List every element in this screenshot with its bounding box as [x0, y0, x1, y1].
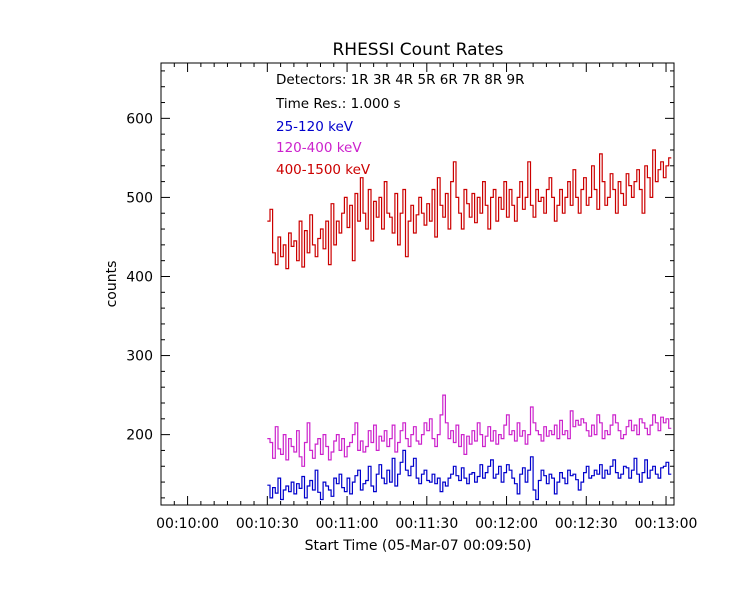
x-axis: 00:10:00 00:10:30 00:11:00 00:11:30 00:12:00… — [156, 63, 697, 532]
legend-entry-400-1500-kev: 400-1500 keV — [276, 162, 371, 178]
x-tick-label: 00:10:00 — [156, 516, 219, 532]
x-axis-label: Start Time (05-Mar-07 00:09:50) — [305, 538, 532, 554]
series-line-400-1500-kev — [267, 149, 672, 270]
x-tick-label: 00:13:00 — [635, 516, 698, 532]
y-tick-label: 300 — [126, 349, 153, 365]
x-tick-label: 00:11:30 — [395, 516, 458, 532]
legend: Detectors: 1R 3R 4R 5R 6R 7R 8R 9R Time … — [275, 72, 525, 178]
y-tick-label: 400 — [126, 269, 153, 285]
detectors-annotation: Detectors: 1R 3R 4R 5R 6R 7R 8R 9R — [276, 72, 525, 88]
x-tick-label: 00:10:30 — [236, 516, 299, 532]
plot-area — [267, 149, 672, 501]
y-axis: 200 300 400 500 600 — [126, 70, 674, 499]
x-tick-label: 00:11:00 — [316, 516, 379, 532]
chart-title: RHESSI Count Rates — [332, 40, 503, 60]
y-tick-label: 500 — [126, 190, 153, 206]
plot-frame — [160, 62, 675, 506]
y-tick-label: 200 — [126, 428, 153, 444]
x-tick-label: 00:12:00 — [475, 516, 538, 532]
y-tick-label: 600 — [126, 111, 153, 127]
y-axis-label: counts — [104, 261, 120, 308]
series-line-120-400-kev — [267, 394, 672, 467]
legend-entry-120-400-kev: 120-400 keV — [276, 140, 362, 156]
time-resolution-annotation: Time Res.: 1.000 s — [275, 96, 401, 112]
x-tick-label: 00:12:30 — [555, 516, 618, 532]
series-line-25-120-kev — [267, 449, 672, 501]
legend-entry-25-120-kev: 25-120 keV — [276, 119, 354, 135]
